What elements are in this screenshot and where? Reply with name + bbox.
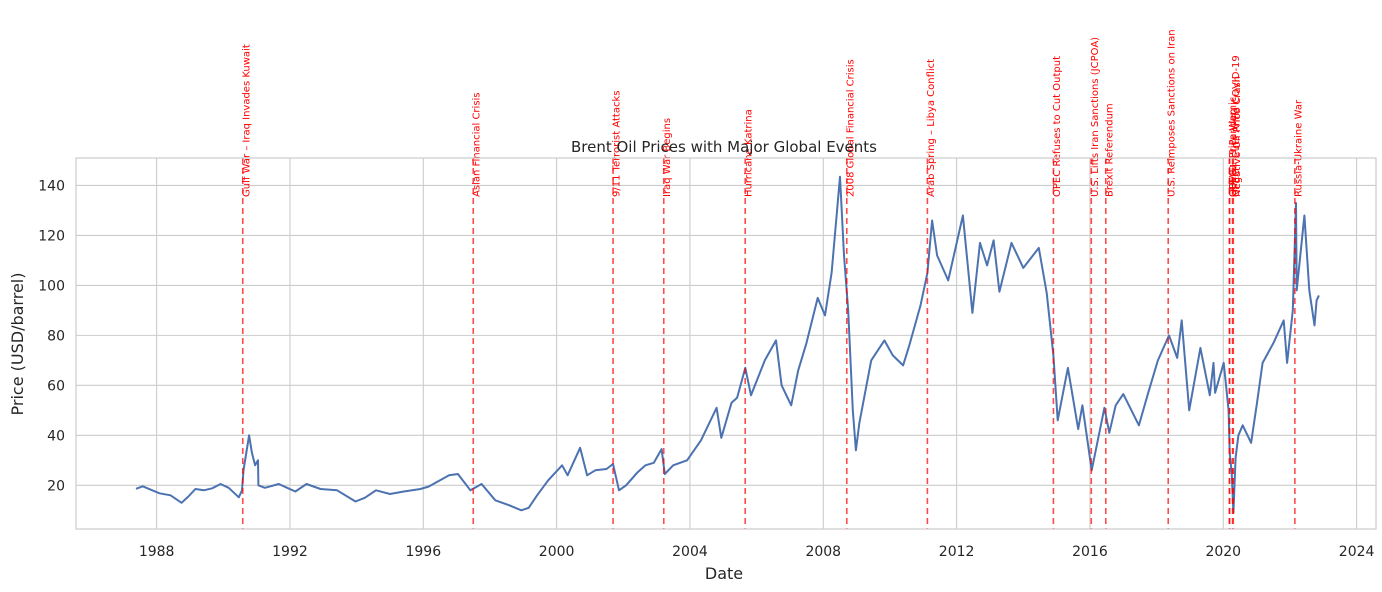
x-tick-label: 2024 xyxy=(1339,544,1375,560)
plot-frame xyxy=(75,157,1377,530)
event-label: U.S. Lifts Iran Sanctions (JCPOA) xyxy=(1090,37,1101,197)
event-label: Negative Oil Price Crash xyxy=(1232,76,1243,197)
y-tick-label: 20 xyxy=(47,478,65,494)
plot-border xyxy=(75,157,1377,530)
x-tick-label: 2000 xyxy=(539,544,575,560)
x-tick-label: 2004 xyxy=(672,544,708,560)
chart-title: Brent Oil Prices with Major Global Event… xyxy=(571,138,877,156)
event-annotations: Gulf War – Iraq Invades Kuwait Asian Fina… xyxy=(241,29,1304,529)
event-label: OPEC+ Price War xyxy=(1228,110,1239,197)
x-tick-label: 2012 xyxy=(939,544,975,560)
y-tick-label: 120 xyxy=(38,228,65,244)
x-tick-label: 2020 xyxy=(1205,544,1241,560)
event-label: OPEC Refuses to Cut Output xyxy=(1052,56,1063,197)
series-line xyxy=(135,175,1320,514)
axis-ticks: 1988 1992 1996 2000 2004 2008 2012 2016 2020 2024… xyxy=(38,178,1374,560)
event-label: Gulf War – Iraq Invades Kuwait xyxy=(241,44,252,197)
price-series xyxy=(135,175,1320,514)
x-tick-label: 2016 xyxy=(1072,544,1108,560)
event-label: Russia-Ukraine War xyxy=(1293,99,1304,197)
event-label: OPEC+ Cuts Amid COVID-19 xyxy=(1231,55,1242,197)
x-tick-label: 1996 xyxy=(405,544,441,560)
x-tick-label: 1988 xyxy=(139,544,175,560)
y-tick-label: 140 xyxy=(38,178,65,194)
event-label: Hurricane Katrina xyxy=(744,109,755,197)
y-tick-label: 40 xyxy=(47,428,65,444)
event-label: 9/11 Terrorist Attacks xyxy=(612,91,623,197)
event-label: Asian Financial Crisis xyxy=(472,92,483,197)
event-label: COVID-19 Pandemic xyxy=(1228,97,1239,197)
event-label: 2008 Global Financial Crisis xyxy=(845,59,856,197)
event-label: Arab Spring – Libya Conflict xyxy=(926,59,937,197)
x-axis-label: Date xyxy=(705,564,743,583)
y-tick-label: 100 xyxy=(38,278,65,294)
event-label: U.S. Reimposes Sanctions on Iran xyxy=(1167,29,1178,197)
grid xyxy=(76,158,1376,529)
event-label: Brexit Referendum xyxy=(1104,103,1115,197)
x-tick-label: 1992 xyxy=(272,544,308,560)
y-axis-label: Price (USD/barrel) xyxy=(8,273,27,416)
x-tick-label: 2008 xyxy=(805,544,841,560)
y-tick-label: 80 xyxy=(47,328,65,344)
y-tick-label: 60 xyxy=(47,378,65,394)
